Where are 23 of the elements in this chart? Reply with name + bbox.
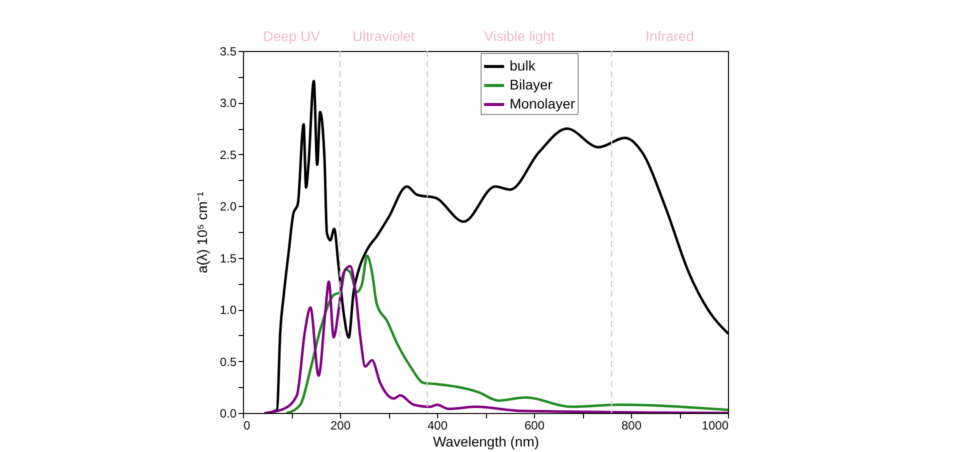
text: Visible light: [484, 28, 555, 44]
y-tick-label: 2.5: [220, 148, 237, 162]
x-tick-label: 1000: [702, 418, 729, 432]
y-tick-label: 3.5: [220, 44, 237, 58]
x-tick-label: 400: [427, 418, 448, 432]
y-tick-label: 2.0: [220, 200, 237, 214]
x-tick-label: 0: [244, 418, 250, 432]
x-axis-title: Wavelength (nm): [432, 434, 540, 450]
y-tick-label: 3.0: [220, 96, 237, 110]
legend-label: Monolayer: [510, 96, 576, 112]
y-axis-title: a(λ) 10⁵ cm⁻¹: [194, 191, 210, 274]
y-tick-label: 1.5: [220, 251, 237, 266]
text: Infrared: [646, 28, 694, 44]
text: Ultraviolet: [352, 28, 415, 44]
y-tick-label: 0.0: [220, 406, 237, 420]
x-tick-label: 600: [524, 418, 545, 432]
legend-label: bulk: [510, 58, 536, 74]
x-tick-label: 800: [621, 418, 642, 432]
y-tick-label: 0.5: [220, 354, 237, 369]
y-tick-label: 1.0: [220, 303, 237, 318]
legend-label: Bilayer: [510, 76, 553, 92]
text: Deep UV: [263, 28, 321, 44]
x-tick-label: 200: [330, 418, 351, 432]
